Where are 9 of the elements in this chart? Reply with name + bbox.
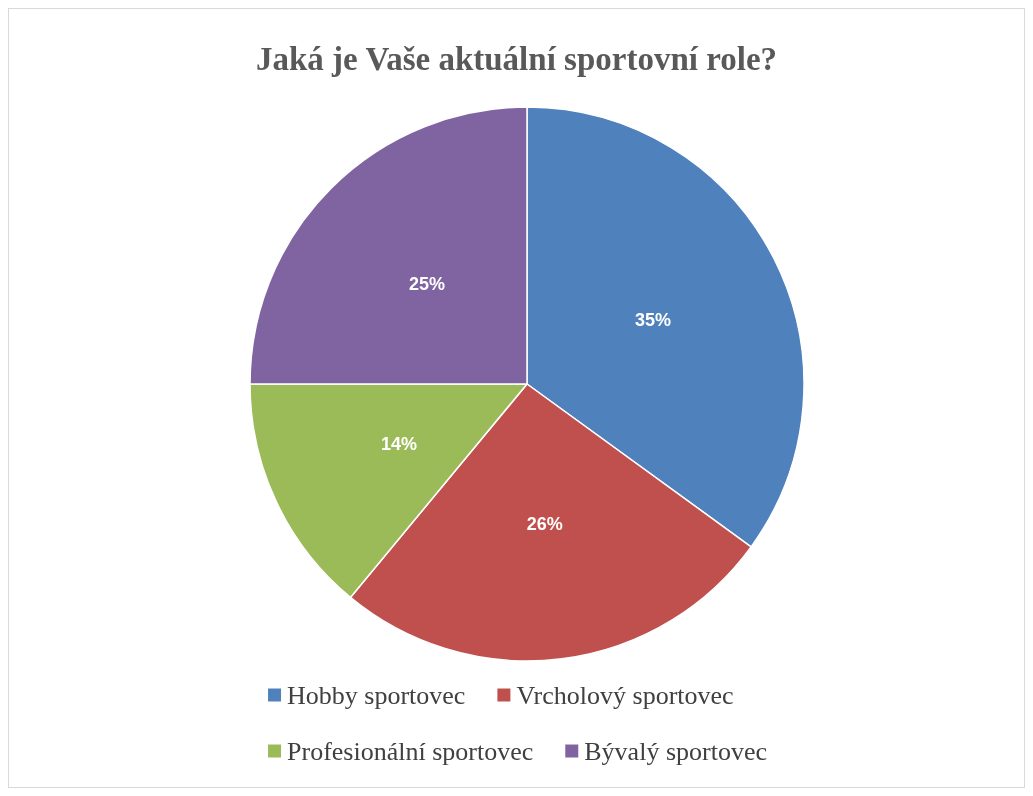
- data-label: 25%: [408, 273, 445, 294]
- legend-label: Vrcholový sportovec: [516, 680, 734, 710]
- data-label: 26%: [526, 514, 563, 535]
- chart-title: Jaká je Vaše aktuální sportovní role?: [255, 40, 778, 77]
- legend-label: Profesionální sportovec: [287, 736, 534, 766]
- data-label: 14%: [380, 434, 417, 455]
- legend-label: Hobby sportovec: [287, 680, 466, 710]
- legend-label: Bývalý sportovec: [584, 736, 767, 766]
- data-label: 35%: [635, 309, 672, 330]
